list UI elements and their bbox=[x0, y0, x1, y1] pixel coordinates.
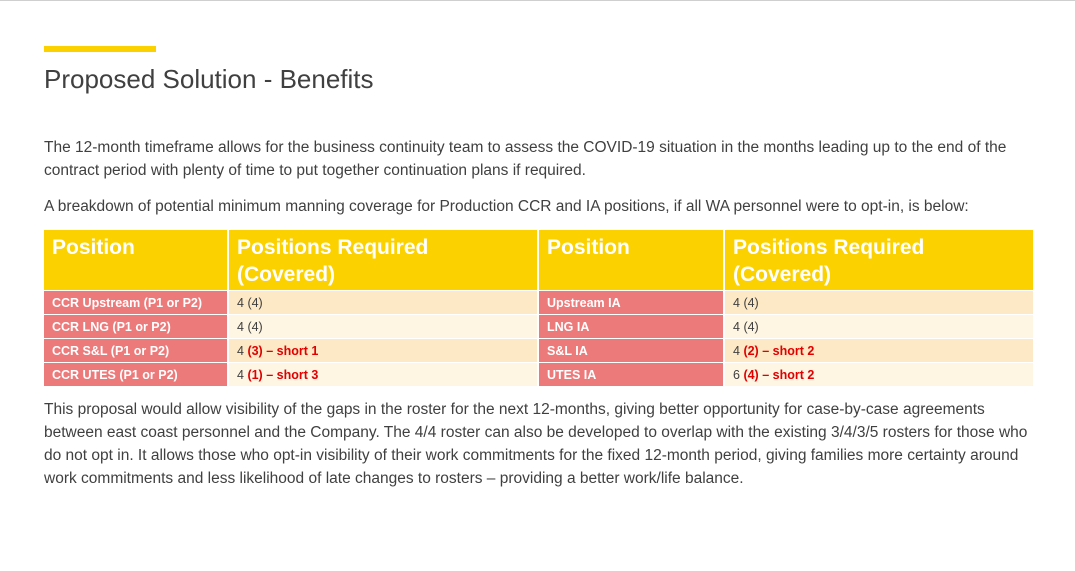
position-cell: UTES IA bbox=[538, 362, 725, 386]
covered-shortfall: (4) – short 2 bbox=[743, 367, 815, 382]
header-position-a: Position bbox=[44, 230, 229, 291]
covered-shortfall: (2) – short 2 bbox=[743, 343, 815, 358]
covered-count: (4) bbox=[247, 295, 263, 310]
covered-count: (4) bbox=[743, 295, 759, 310]
table-row: CCR UTES (P1 or P2) 4 (1) – short 3 UTES… bbox=[44, 362, 1035, 386]
position-cell: CCR UTES (P1 or P2) bbox=[44, 362, 229, 386]
covered-count: (4) bbox=[247, 319, 263, 334]
slide-title: Proposed Solution - Benefits bbox=[44, 64, 374, 94]
position-cell: CCR S&L (P1 or P2) bbox=[44, 338, 229, 363]
table-row: CCR S&L (P1 or P2) 4 (3) – short 1 S&L I… bbox=[44, 338, 1035, 363]
table-header-row: Position Positions Required (Covered) Po… bbox=[44, 230, 1035, 291]
required-cell: 4 (1) – short 3 bbox=[228, 362, 539, 386]
header-required-b: Positions Required (Covered) bbox=[724, 230, 1035, 291]
covered-shortfall: (1) – short 3 bbox=[247, 367, 319, 382]
required-count: 4 bbox=[733, 343, 740, 358]
table-row: CCR LNG (P1 or P2) 4 (4) LNG IA 4 (4) bbox=[44, 314, 1035, 339]
paragraph-proposal-benefits: This proposal would allow visibility of … bbox=[44, 401, 1028, 487]
position-cell: Upstream IA bbox=[538, 290, 725, 315]
required-cell: 4 (2) – short 2 bbox=[724, 338, 1035, 363]
covered-shortfall: (3) – short 1 bbox=[247, 343, 319, 358]
required-count: 4 bbox=[237, 343, 244, 358]
required-cell: 6 (4) – short 2 bbox=[724, 362, 1035, 386]
table-row: CCR Upstream (P1 or P2) 4 (4) Upstream I… bbox=[44, 290, 1035, 315]
top-divider bbox=[0, 0, 1075, 1]
required-count: 4 bbox=[733, 319, 740, 334]
required-cell: 4 (4) bbox=[228, 290, 539, 315]
title-accent-bar bbox=[44, 46, 156, 52]
position-cell: S&L IA bbox=[538, 338, 725, 363]
header-required-a: Positions Required (Covered) bbox=[228, 230, 539, 291]
position-cell: LNG IA bbox=[538, 314, 725, 339]
required-count: 4 bbox=[733, 295, 740, 310]
required-cell: 4 (3) – short 1 bbox=[228, 338, 539, 363]
manning-coverage-table: Position Positions Required (Covered) Po… bbox=[44, 230, 1035, 386]
required-cell: 4 (4) bbox=[724, 314, 1035, 339]
position-cell: CCR Upstream (P1 or P2) bbox=[44, 290, 229, 315]
paragraph-timeframe: The 12-month timeframe allows for the bu… bbox=[44, 139, 1007, 179]
paragraph-breakdown-intro: A breakdown of potential minimum manning… bbox=[44, 198, 969, 215]
required-count: 4 bbox=[237, 295, 244, 310]
required-cell: 4 (4) bbox=[724, 290, 1035, 315]
required-count: 4 bbox=[237, 319, 244, 334]
header-position-b: Position bbox=[538, 230, 725, 291]
required-cell: 4 (4) bbox=[228, 314, 539, 339]
required-count: 4 bbox=[237, 367, 244, 382]
position-cell: CCR LNG (P1 or P2) bbox=[44, 314, 229, 339]
required-count: 6 bbox=[733, 367, 740, 382]
covered-count: (4) bbox=[743, 319, 759, 334]
